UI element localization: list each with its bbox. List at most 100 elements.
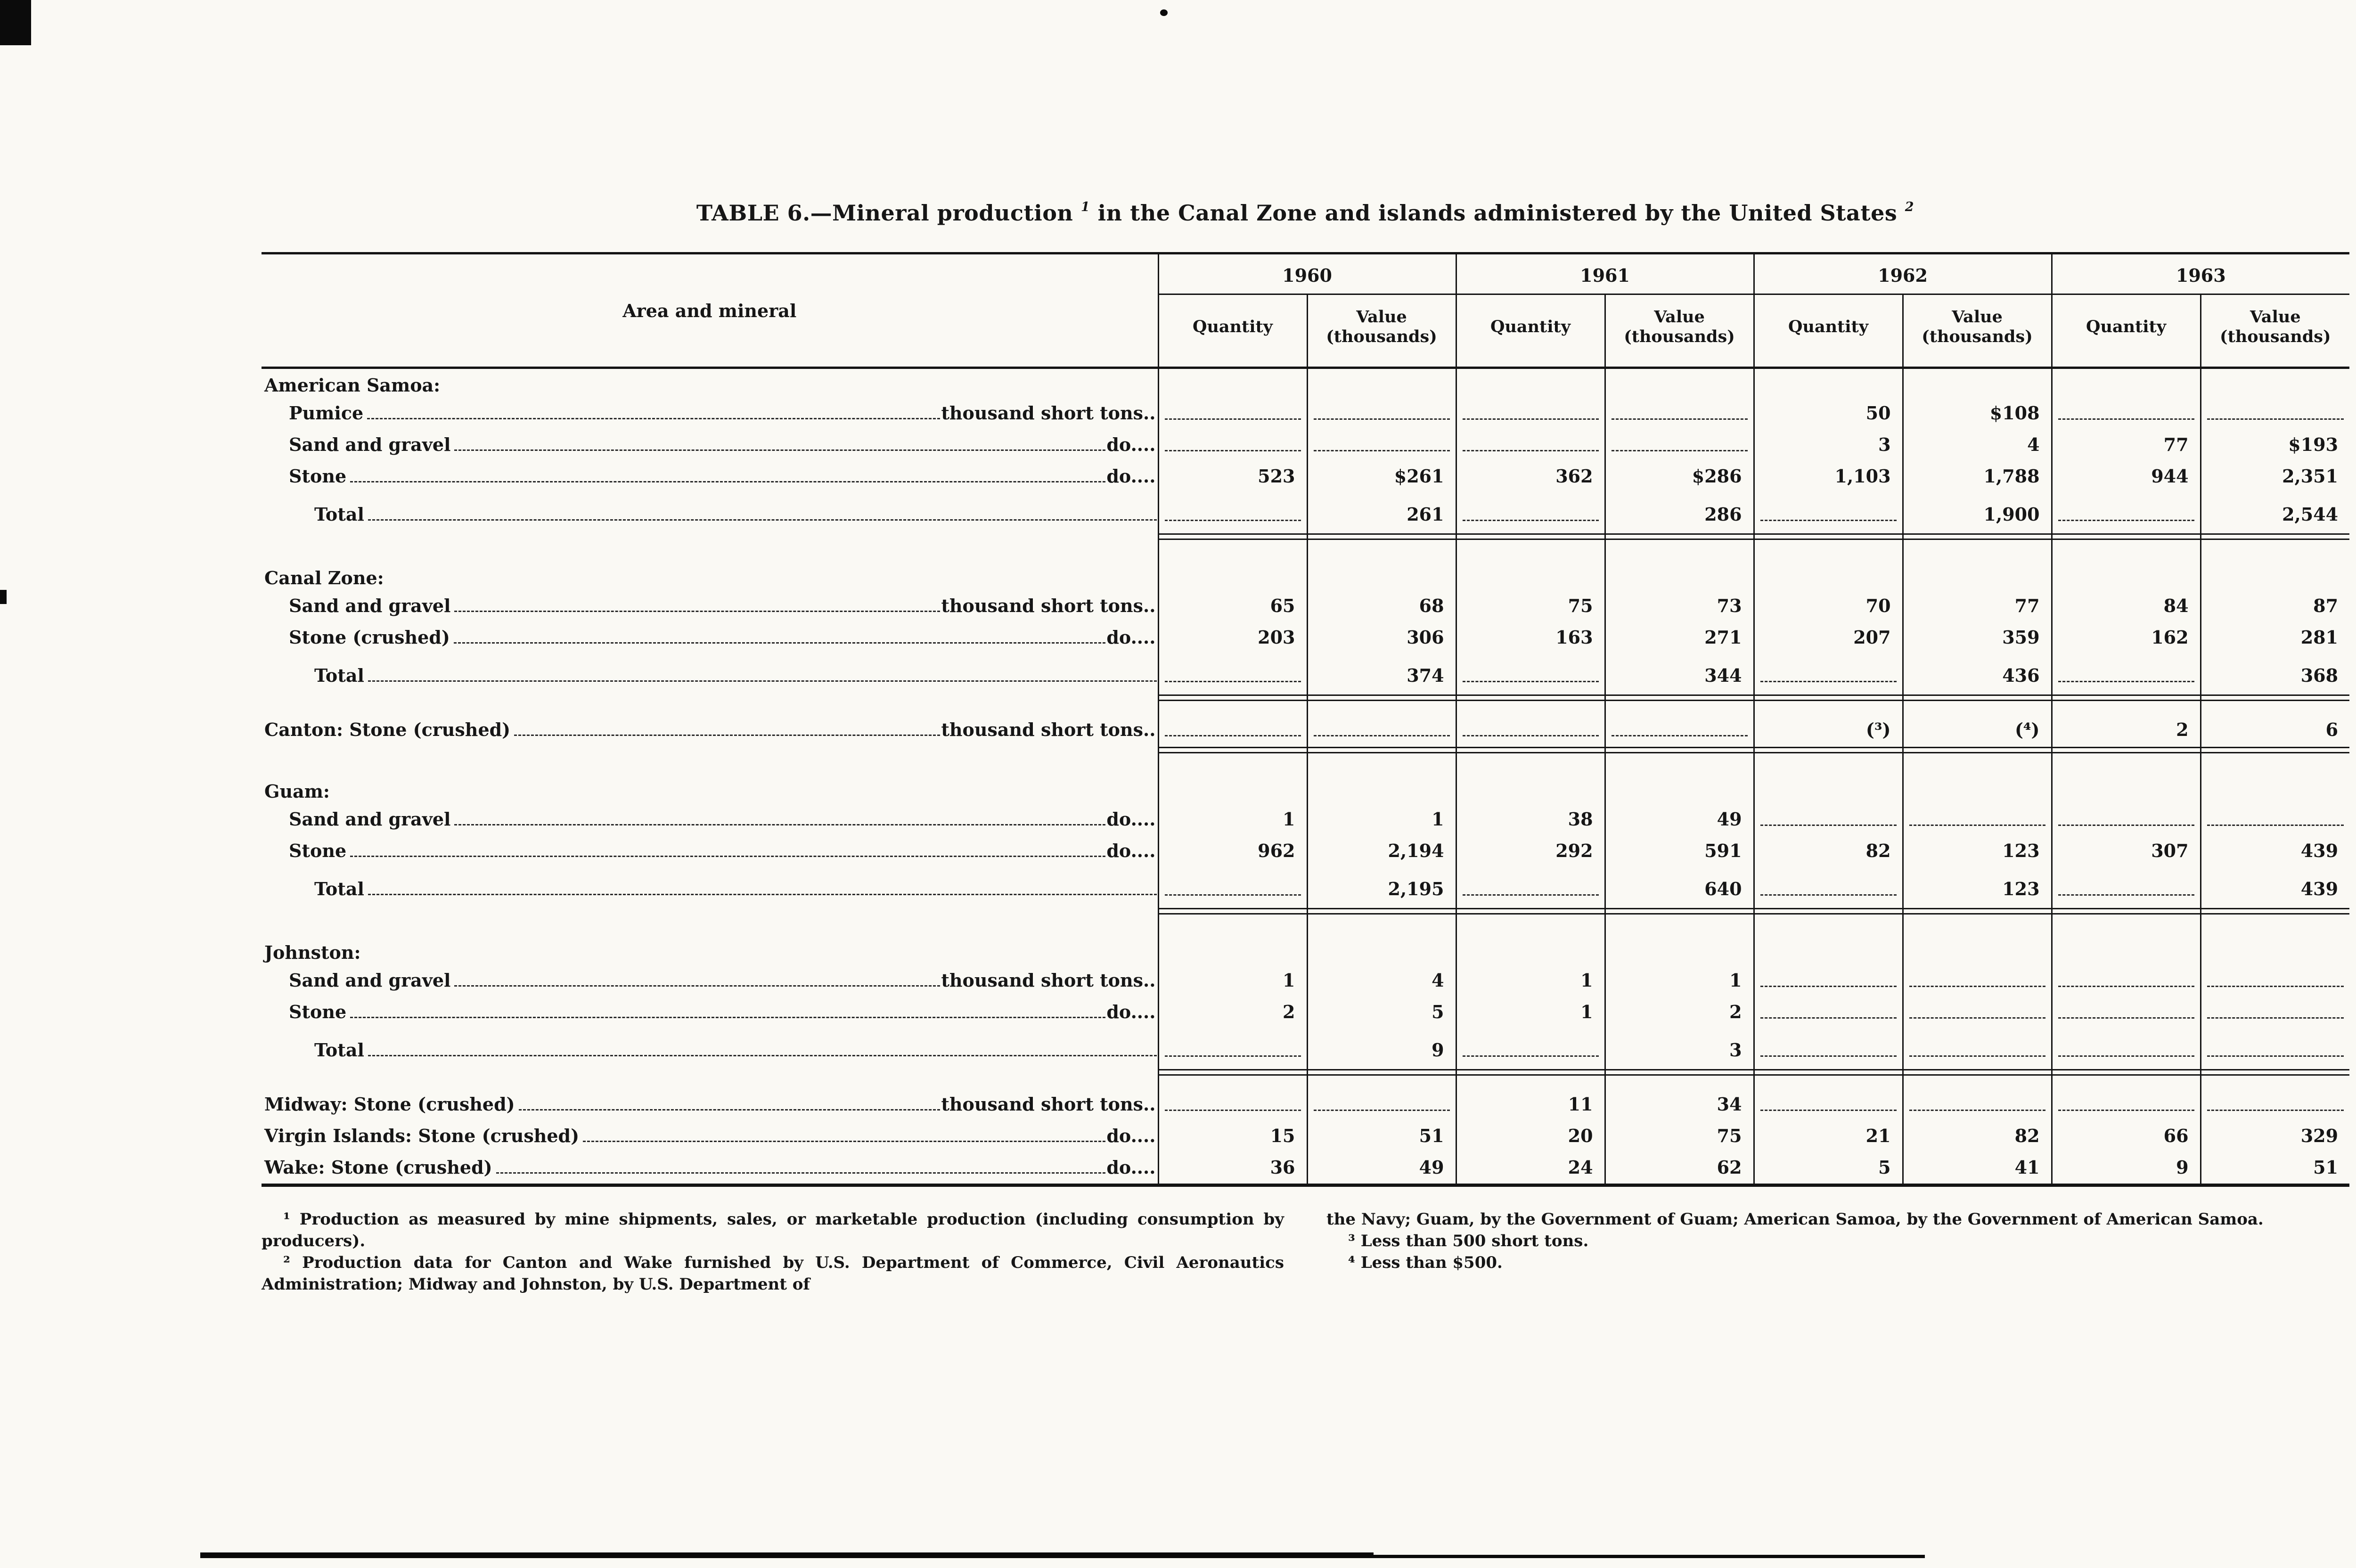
value-cell-1961: 344 bbox=[1604, 653, 1754, 694]
scan-artifact-left-mark bbox=[0, 590, 7, 604]
row-unit: thousand short tons.. bbox=[941, 1094, 1156, 1115]
value-cell-1963 bbox=[2200, 553, 2350, 590]
rule-cell bbox=[1455, 532, 1605, 553]
no-data-dashes bbox=[1164, 404, 1301, 420]
row-label-wrap: Johnston: bbox=[264, 942, 1158, 963]
row-unit: do.... bbox=[1106, 466, 1156, 487]
row-label: Midway: Stone (crushed) bbox=[264, 1094, 515, 1115]
value-cell-1962: 123 bbox=[1902, 835, 2052, 867]
value-cell-1960: 51 bbox=[1306, 1120, 1456, 1152]
row-label: Stone (crushed) bbox=[289, 627, 450, 648]
double-rule bbox=[1754, 908, 1902, 915]
no-data-dashes bbox=[1909, 810, 2045, 826]
value-cell-1960: 261 bbox=[1306, 492, 1456, 532]
rule-cell bbox=[1753, 694, 1903, 714]
value-cell-1962 bbox=[1902, 928, 2052, 965]
row-label: Total bbox=[314, 1039, 364, 1061]
footnotes: ¹ Production as measured by mine shipmen… bbox=[262, 1209, 2349, 1295]
value-cell-1962 bbox=[1902, 1089, 2052, 1120]
no-data-dashes bbox=[2058, 1095, 2194, 1111]
rule-cell bbox=[1902, 1068, 2052, 1089]
footnote-1: ¹ Production as measured by mine shipmen… bbox=[262, 1210, 1284, 1250]
table-row: Stone do.... 2 5 1 2 bbox=[262, 996, 2350, 1028]
quantity-cell-1963 bbox=[2051, 398, 2201, 429]
quantity-cell-1962: 70 bbox=[1753, 590, 1903, 622]
value-cell-1963 bbox=[2200, 965, 2350, 996]
table-row: Sand and gravel thousand short tons.. 1 4 1 1 bbox=[262, 965, 2350, 996]
rule-cell bbox=[1902, 694, 2052, 714]
value-cell-1961: 591 bbox=[1604, 835, 1754, 867]
row-label-wrap: Stone do.... bbox=[264, 1001, 1158, 1022]
leader-line bbox=[350, 856, 1106, 857]
value-cell-1963: 6 bbox=[2200, 714, 2350, 746]
value-cell-1963 bbox=[2200, 996, 2350, 1028]
leader-line bbox=[454, 449, 1106, 451]
row-label-wrap: Virgin Islands: Stone (crushed) do.... bbox=[264, 1125, 1158, 1146]
quantity-cell-1963: 2 bbox=[2051, 714, 2201, 746]
double-rule bbox=[1605, 1069, 1753, 1076]
value-cell-1962: 359 bbox=[1902, 622, 2052, 653]
double-rule bbox=[1754, 747, 1902, 753]
total-rule-row bbox=[262, 532, 2350, 553]
value-cell-1960 bbox=[1306, 928, 1456, 965]
no-data-dashes bbox=[1164, 1041, 1301, 1057]
row-label: Canton: Stone (crushed) bbox=[264, 719, 511, 740]
row-unit: do.... bbox=[1106, 1125, 1156, 1146]
rule-cell bbox=[1455, 1068, 1605, 1089]
value-cell-1961 bbox=[1604, 928, 1754, 965]
rule-cell bbox=[1157, 907, 1307, 928]
value-cell-1960: 374 bbox=[1306, 653, 1456, 694]
double-rule bbox=[2052, 533, 2200, 540]
no-data-dashes bbox=[1313, 721, 1450, 736]
rule-cell bbox=[2051, 907, 2201, 928]
row-unit: thousand short tons.. bbox=[941, 402, 1156, 424]
double-rule bbox=[1308, 533, 1456, 540]
row-label-cell: Virgin Islands: Stone (crushed) do.... bbox=[262, 1120, 1158, 1152]
no-data-dashes bbox=[2207, 1041, 2344, 1057]
leader-line bbox=[454, 824, 1106, 825]
leader-line bbox=[368, 1055, 1157, 1056]
value-cell-1960 bbox=[1306, 368, 1456, 398]
row-unit: thousand short tons.. bbox=[941, 595, 1156, 616]
table-body: American Samoa: Pumice thousand short tons… bbox=[262, 368, 2350, 1185]
value-header-line1: Value bbox=[1654, 307, 1705, 327]
value-cell-1963: 51 bbox=[2200, 1152, 2350, 1185]
no-data-dashes bbox=[1462, 721, 1599, 736]
double-rule bbox=[1754, 1069, 1902, 1076]
row-unit: do.... bbox=[1106, 808, 1156, 830]
quantity-cell-1961 bbox=[1455, 398, 1605, 429]
no-data-dashes bbox=[1164, 721, 1301, 736]
quantity-cell-1960 bbox=[1157, 1089, 1307, 1120]
double-rule bbox=[1605, 694, 1753, 701]
row-label-wrap: Wake: Stone (crushed) do.... bbox=[264, 1157, 1158, 1178]
value-header-line1: Value bbox=[1952, 307, 2003, 327]
value-header-line2: (thousands) bbox=[2220, 327, 2331, 346]
quantity-cell-1960 bbox=[1157, 553, 1307, 590]
row-label-cell: American Samoa: bbox=[262, 368, 1158, 398]
value-cell-1962: (⁴) bbox=[1902, 714, 2052, 746]
row-label-cell: Sand and gravel do.... bbox=[262, 429, 1158, 461]
rule-cell bbox=[2200, 694, 2350, 714]
quantity-cell-1963 bbox=[2051, 1028, 2201, 1068]
row-label-wrap: Canal Zone: bbox=[264, 567, 1158, 588]
no-data-dashes bbox=[1164, 506, 1301, 521]
value-cell-1961: 640 bbox=[1604, 867, 1754, 907]
row-label-cell: Stone (crushed) do.... bbox=[262, 622, 1158, 653]
row-label-cell: Canal Zone: bbox=[262, 553, 1158, 590]
row-label-cell: Johnston: bbox=[262, 928, 1158, 965]
row-label: Pumice bbox=[289, 402, 364, 424]
quantity-cell-1960 bbox=[1157, 714, 1307, 746]
quantity-cell-1962: 50 bbox=[1753, 398, 1903, 429]
double-rule bbox=[1159, 908, 1307, 915]
value-cell-1961: 62 bbox=[1604, 1152, 1754, 1185]
quantity-cell-1960 bbox=[1157, 928, 1307, 965]
scan-artifact-dot bbox=[1160, 9, 1168, 16]
quantity-cell-1961 bbox=[1455, 1028, 1605, 1068]
quantity-cell-1963: 307 bbox=[2051, 835, 2201, 867]
row-label-wrap: Canton: Stone (crushed) thousand short to… bbox=[264, 719, 1158, 740]
row-unit: do.... bbox=[1106, 1157, 1156, 1178]
double-rule bbox=[1308, 1069, 1456, 1076]
row-label-wrap: Sand and gravel thousand short tons.. bbox=[264, 970, 1158, 991]
double-rule bbox=[1903, 908, 2051, 915]
no-data-dashes bbox=[1313, 436, 1450, 451]
